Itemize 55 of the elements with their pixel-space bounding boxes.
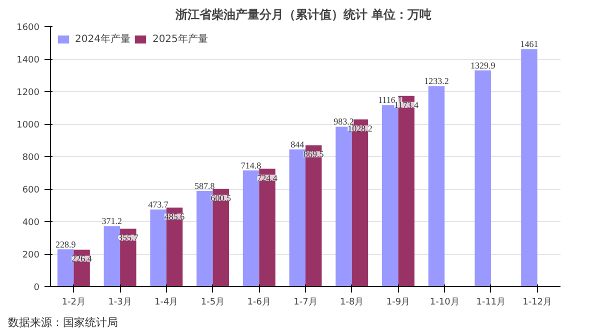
bar: [120, 228, 136, 286]
y-tick-label: 200: [22, 250, 40, 260]
data-label: 1329.9: [470, 60, 496, 70]
bar: [521, 49, 538, 286]
data-label: 869.5: [303, 149, 324, 160]
data-label: 226.4: [72, 254, 92, 264]
bar: [166, 208, 183, 286]
x-tick-label: 1-8月: [340, 298, 364, 308]
chart-title: 浙江省柴油产量分月（累计值）统计 单位：万吨: [174, 8, 432, 22]
data-label: 371.2: [102, 216, 122, 226]
x-tick-label: 1-12月: [522, 298, 552, 308]
x-tick-label: 1-3月: [108, 298, 132, 308]
legend-label: 2025年产量: [152, 32, 208, 46]
bar: [474, 70, 491, 286]
y-tick-label: 1200: [16, 88, 40, 98]
x-tick-label: 1-9月: [386, 298, 410, 308]
data-label: 714.8: [240, 160, 262, 170]
bar: [306, 145, 322, 286]
y-tick-label: 600: [22, 186, 40, 196]
data-label: 355.7: [118, 232, 139, 243]
data-label: 724.4: [257, 172, 278, 183]
x-tick-label: 1-4月: [154, 298, 178, 308]
data-label: 473.7: [148, 200, 169, 210]
data-label: 1461: [520, 39, 538, 50]
y-tick-label: 0: [34, 283, 40, 293]
bar: [289, 149, 306, 286]
data-label: 983.2: [334, 116, 354, 127]
bar: [428, 86, 445, 286]
legend-label: 2024年产量: [75, 32, 130, 46]
y-tick-label: 400: [22, 218, 40, 228]
bar: [196, 190, 213, 286]
data-label: 485.6: [164, 212, 186, 222]
y-tick-label: 1400: [16, 56, 40, 66]
y-tick-label: 800: [22, 153, 40, 163]
y-tick-label: 1600: [16, 23, 40, 33]
bar: [104, 226, 120, 286]
data-label: 600.5: [210, 192, 232, 203]
data-label: 844: [290, 139, 305, 150]
data-label: 1233.2: [424, 76, 449, 86]
data-label: 228.9: [55, 239, 76, 250]
x-tick-label: 1-11月: [476, 298, 506, 308]
x-tick-label: 1-5月: [200, 298, 225, 308]
bar: [242, 170, 260, 286]
source-note: 数据来源：国家统计局: [8, 315, 118, 330]
bar: [150, 210, 166, 286]
bar: [259, 168, 276, 286]
data-label: 587.8: [194, 180, 216, 191]
bar: [212, 188, 229, 286]
y-tick-label: 1000: [16, 120, 40, 130]
x-tick-label: 1-7月: [294, 298, 318, 308]
bar: [57, 249, 74, 286]
x-tick-label: 1-10月: [430, 298, 460, 308]
x-tick-label: 1-6月: [247, 298, 271, 308]
data-label: 1028.2: [348, 123, 372, 134]
x-tick-label: 1-2月: [62, 298, 86, 308]
